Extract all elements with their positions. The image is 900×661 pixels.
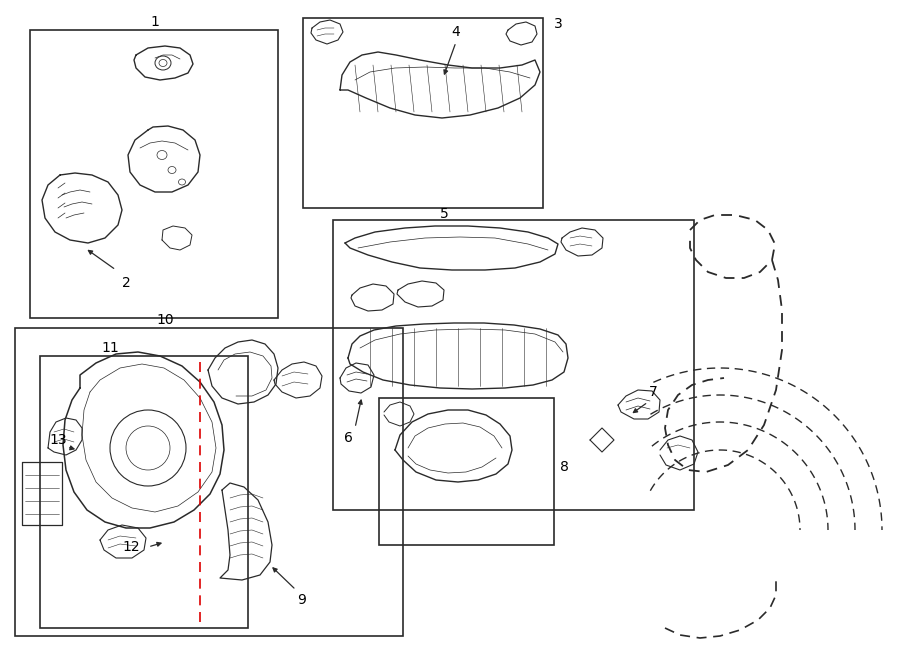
- Text: 2: 2: [122, 276, 130, 290]
- Bar: [379, 398, 554, 545]
- Bar: [30, 30, 278, 318]
- Bar: [40, 356, 248, 628]
- Text: 11: 11: [101, 341, 119, 355]
- Bar: [333, 220, 694, 510]
- Text: 9: 9: [298, 593, 306, 607]
- Text: 4: 4: [452, 25, 461, 39]
- Text: 12: 12: [122, 540, 140, 554]
- Text: 7: 7: [649, 385, 657, 399]
- Text: 1: 1: [150, 15, 159, 29]
- Text: 6: 6: [344, 431, 353, 445]
- Bar: [303, 18, 543, 208]
- Text: 5: 5: [439, 207, 448, 221]
- Text: 3: 3: [554, 17, 562, 31]
- Bar: [15, 328, 403, 636]
- Text: 13: 13: [50, 433, 67, 447]
- Text: 8: 8: [560, 460, 569, 474]
- Text: 10: 10: [157, 313, 174, 327]
